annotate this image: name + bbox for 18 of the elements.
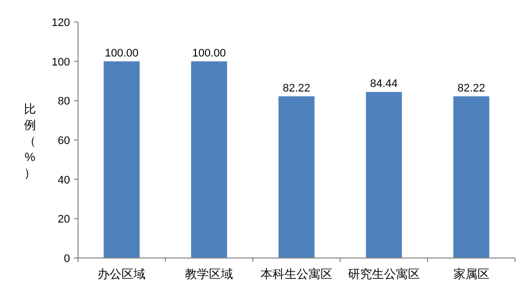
- data-label: 82.22: [458, 82, 486, 94]
- x-tick-label: 办公区域: [98, 267, 146, 281]
- x-tick-label: 本科生公寓区: [260, 267, 332, 281]
- x-tick-label: 研究生公寓区: [348, 267, 420, 281]
- y-tick-label: 100: [52, 56, 70, 68]
- y-tick-label: 120: [52, 17, 70, 29]
- y-tick-label: 60: [58, 135, 70, 147]
- data-label: 100.00: [192, 47, 226, 60]
- x-tick-label: 教学区域: [185, 267, 234, 281]
- y-tick-label: 40: [58, 174, 70, 186]
- data-label: 82.22: [282, 82, 310, 94]
- y-tick-label: 80: [58, 96, 70, 108]
- y-axis-title: 比例（%）: [24, 102, 36, 180]
- x-tick-label: 家属区: [453, 267, 490, 281]
- data-label: 100.00: [104, 47, 139, 60]
- y-tick-label: 20: [58, 214, 70, 226]
- data-label: 84.44: [370, 78, 398, 90]
- y-tick-label: 0: [64, 253, 70, 265]
